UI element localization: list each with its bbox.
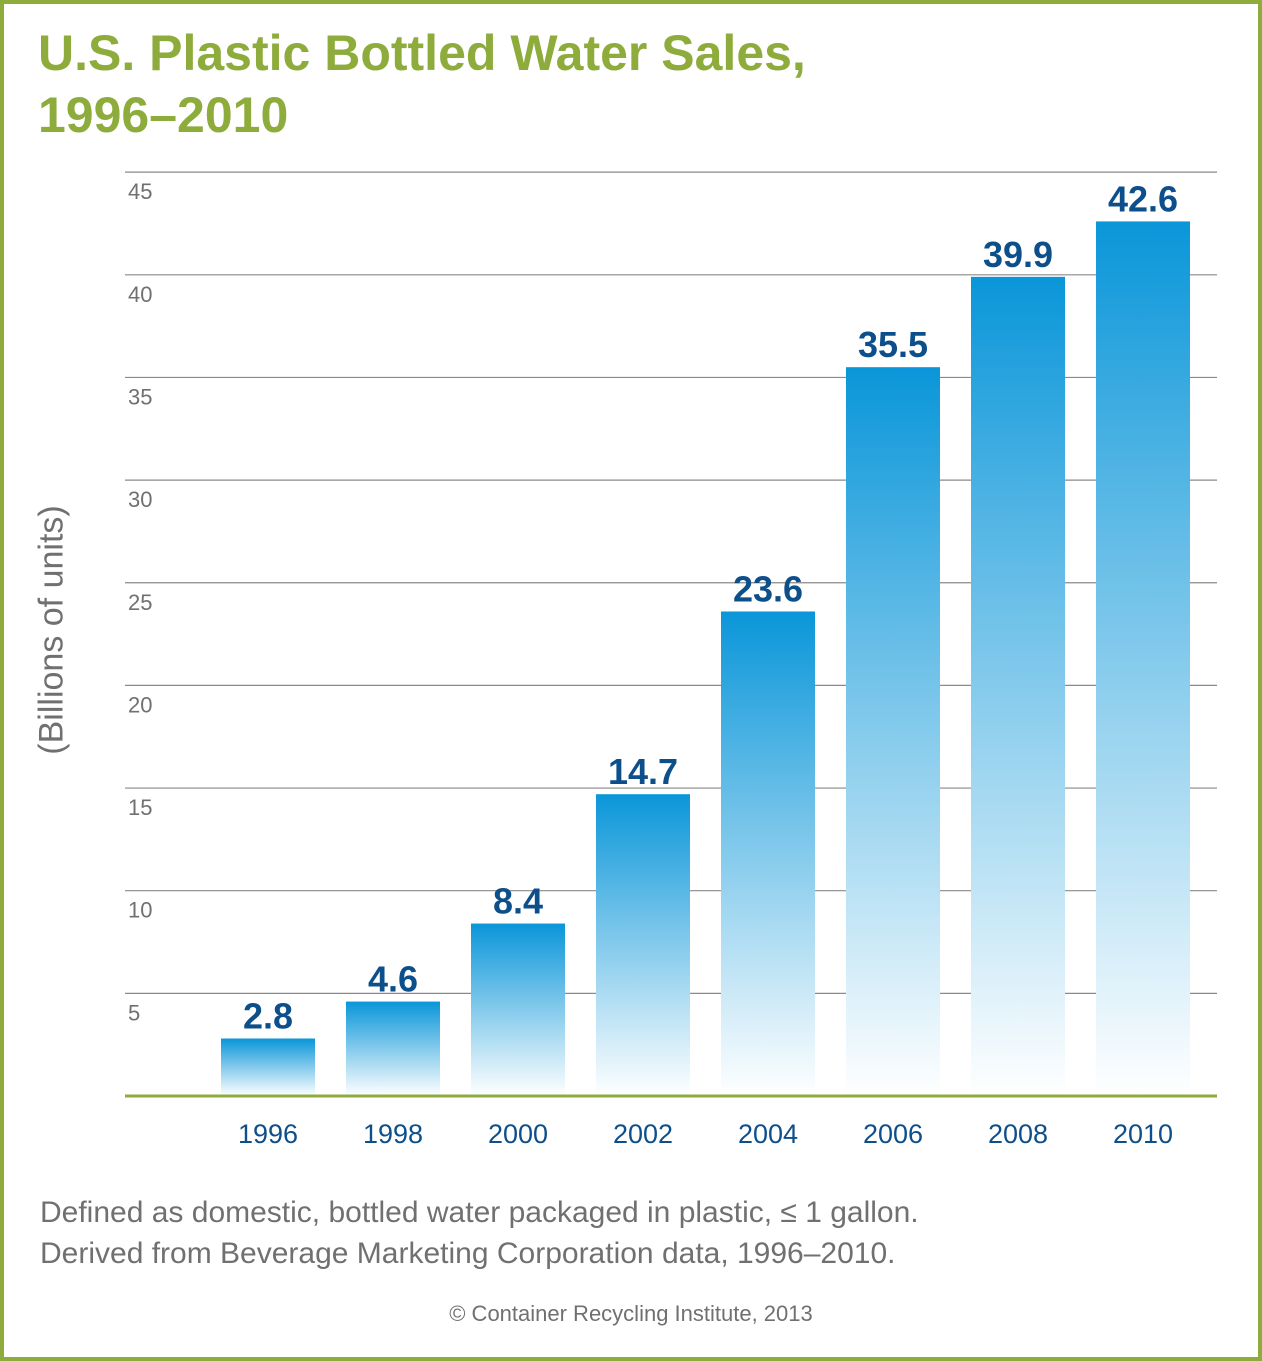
y-tick-label-5: 5 — [128, 1000, 140, 1025]
chart-title-line-2: 1996–2010 — [38, 87, 289, 143]
copyright-notice: © Container Recycling Institute, 2013 — [449, 1301, 813, 1326]
value-label-1998: 4.6 — [368, 959, 418, 1000]
chart-title-line-1: U.S. Plastic Bottled Water Sales, — [38, 25, 806, 81]
y-tick-label-35: 35 — [128, 384, 152, 409]
x-tick-label-1998: 1998 — [363, 1119, 423, 1149]
bar-2000 — [471, 923, 565, 1096]
y-tick-label-45: 45 — [128, 179, 152, 204]
y-tick-label-40: 40 — [128, 282, 152, 307]
footnote-line-1: Defined as domestic, bottled water packa… — [40, 1196, 919, 1229]
bar-2006 — [846, 367, 940, 1096]
x-tick-label-2000: 2000 — [488, 1119, 548, 1149]
value-label-2004: 23.6 — [733, 568, 803, 609]
footnote: Defined as domestic, bottled water packa… — [40, 1192, 919, 1274]
value-label-2008: 39.9 — [983, 234, 1053, 275]
x-tick-label-2002: 2002 — [613, 1119, 673, 1149]
bar-2008 — [971, 276, 1065, 1096]
value-label-2010: 42.6 — [1108, 178, 1178, 219]
x-tick-label-2010: 2010 — [1113, 1119, 1173, 1149]
y-tick-label-30: 30 — [128, 487, 152, 512]
value-label-2006: 35.5 — [858, 324, 928, 365]
value-label-1996: 2.8 — [243, 996, 293, 1037]
y-tick-label-25: 25 — [128, 590, 152, 615]
footnote-line-2: Derived from Beverage Marketing Corporat… — [40, 1237, 896, 1270]
y-tick-label-15: 15 — [128, 795, 152, 820]
bar-2010 — [1096, 221, 1190, 1096]
bar-1996 — [221, 1038, 315, 1096]
x-tick-label-2008: 2008 — [988, 1119, 1048, 1149]
y-tick-label-10: 10 — [128, 898, 152, 923]
bar-2004 — [721, 611, 815, 1096]
y-tick-label-20: 20 — [128, 692, 152, 717]
bar-1998 — [346, 1001, 440, 1096]
x-tick-label-1996: 1996 — [238, 1119, 298, 1149]
chart-title: U.S. Plastic Bottled Water Sales, 1996–2… — [38, 22, 806, 146]
x-tick-label-2006: 2006 — [863, 1119, 923, 1149]
value-label-2000: 8.4 — [493, 881, 543, 922]
value-label-2002: 14.7 — [608, 751, 678, 792]
bar-2002 — [596, 794, 690, 1096]
x-tick-label-2004: 2004 — [738, 1119, 798, 1149]
